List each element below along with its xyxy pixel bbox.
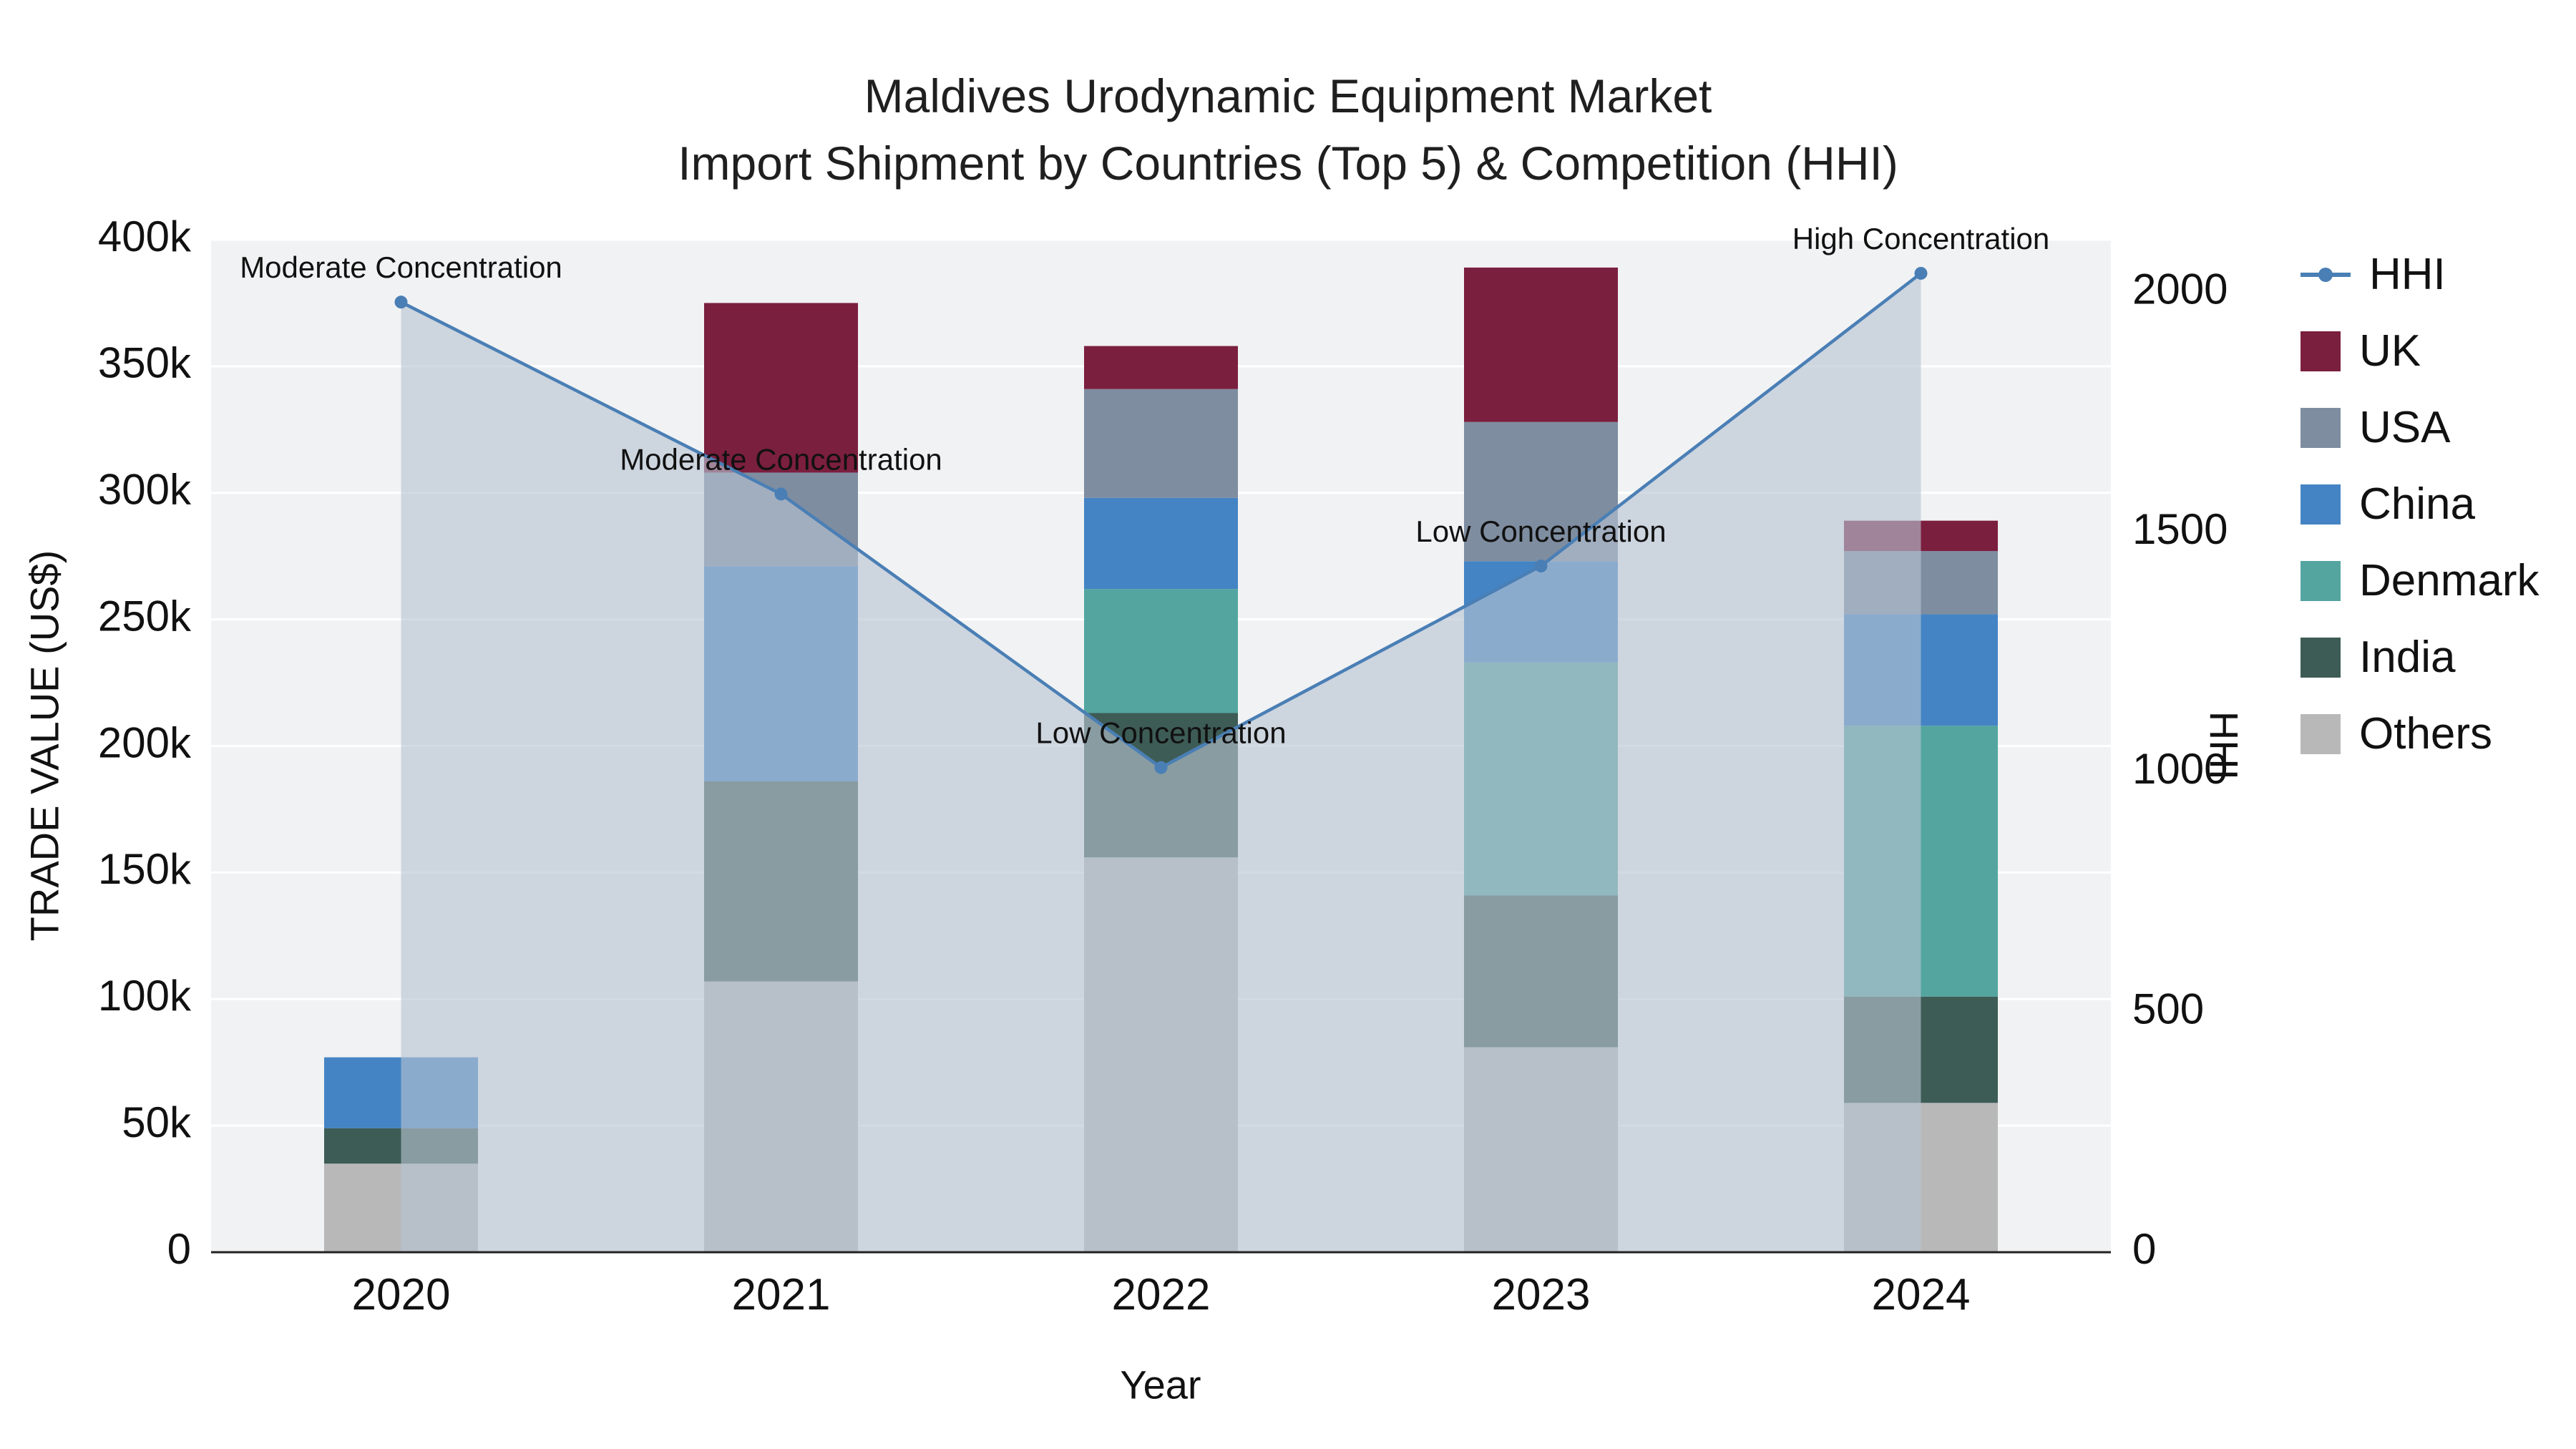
bar-segment-uk-2022 [1084, 346, 1238, 389]
hhi-line-icon [2301, 267, 2351, 282]
hhi-marker-icon [2318, 267, 2333, 282]
legend-item-denmark[interactable]: Denmark [2301, 555, 2540, 606]
legend-item-hhi[interactable]: HHI [2301, 249, 2540, 300]
y-left-tick-label: 100k [98, 972, 192, 1020]
denmark-swatch-icon [2301, 560, 2341, 601]
x-tick-label: 2023 [1492, 1270, 1591, 1319]
hhi-marker-2021 [774, 487, 788, 501]
y-left-tick-label: 50k [122, 1098, 192, 1146]
y-left-tick-label: 400k [98, 213, 192, 260]
legend-label: HHI [2369, 250, 2446, 299]
hhi-marker-2022 [1154, 761, 1168, 774]
hhi-marker-2023 [1534, 560, 1548, 573]
x-tick-label: 2021 [732, 1270, 831, 1319]
y-left-tick-label: 200k [98, 718, 192, 766]
legend-item-india[interactable]: India [2301, 632, 2540, 683]
legend: HHI UK USA China Denmark India Others [2301, 249, 2540, 759]
x-axis-title: Year [1120, 1362, 1201, 1407]
usa-swatch-icon [2301, 407, 2341, 448]
annotation: Low Concentration [1415, 514, 1666, 548]
annotation: Moderate Concentration [240, 250, 562, 284]
others-swatch-icon [2301, 713, 2341, 754]
legend-label: Others [2359, 709, 2493, 758]
y-right-tick-label: 2000 [2132, 265, 2228, 313]
chart-title: Maldives Urodynamic Equipment Market [864, 69, 1712, 122]
annotation: Low Concentration [1035, 716, 1286, 750]
bar-segment-usa-2022 [1084, 389, 1238, 498]
title-block: Maldives Urodynamic Equipment Market Imp… [0, 0, 2576, 190]
legend-item-others[interactable]: Others [2301, 708, 2540, 759]
x-tick-label: 2022 [1112, 1270, 1211, 1319]
china-swatch-icon [2301, 484, 2341, 525]
x-tick-label: 2020 [352, 1270, 451, 1319]
y-right-tick-label: 1500 [2132, 505, 2228, 553]
y-left-tick-label: 250k [98, 592, 192, 640]
annotation: High Concentration [1792, 222, 2050, 255]
y-left-tick-label: 350k [98, 339, 192, 387]
y-right-tick-label: 0 [2132, 1225, 2156, 1273]
hhi-area [401, 273, 1921, 1252]
legend-label: UK [2359, 326, 2421, 376]
legend-item-uk[interactable]: UK [2301, 326, 2540, 376]
y-axis-title-right: HHI [2201, 711, 2247, 781]
y-right-tick-label: 1000 [2132, 745, 2228, 793]
y-right-tick-label: 500 [2132, 985, 2204, 1033]
uk-swatch-icon [2301, 331, 2341, 371]
bar-segment-denmark-2022 [1084, 589, 1238, 713]
y-axis-title-left: TRADE VALUE (US$) [21, 550, 67, 942]
legend-item-usa[interactable]: USA [2301, 402, 2540, 453]
annotation: Moderate Concentration [620, 442, 942, 476]
bar-segment-uk-2023 [1464, 267, 1618, 422]
legend-item-china[interactable]: China [2301, 479, 2540, 530]
y-left-tick-label: 0 [167, 1225, 191, 1273]
bar-segment-uk-2021 [704, 303, 858, 473]
bar-segment-china-2022 [1084, 497, 1238, 590]
chart-subtitle: Import Shipment by Countries (Top 5) & C… [678, 137, 1898, 190]
legend-label: USA [2359, 403, 2451, 452]
hhi-marker-2020 [394, 296, 408, 309]
india-swatch-icon [2301, 637, 2341, 678]
legend-label: India [2359, 633, 2456, 682]
x-tick-label: 2024 [1872, 1270, 1971, 1319]
legend-label: China [2359, 479, 2475, 529]
y-left-tick-label: 300k [98, 466, 192, 514]
legend-label: Denmark [2359, 556, 2540, 605]
hhi-marker-2024 [1914, 266, 1928, 280]
y-left-tick-label: 150k [98, 845, 192, 893]
